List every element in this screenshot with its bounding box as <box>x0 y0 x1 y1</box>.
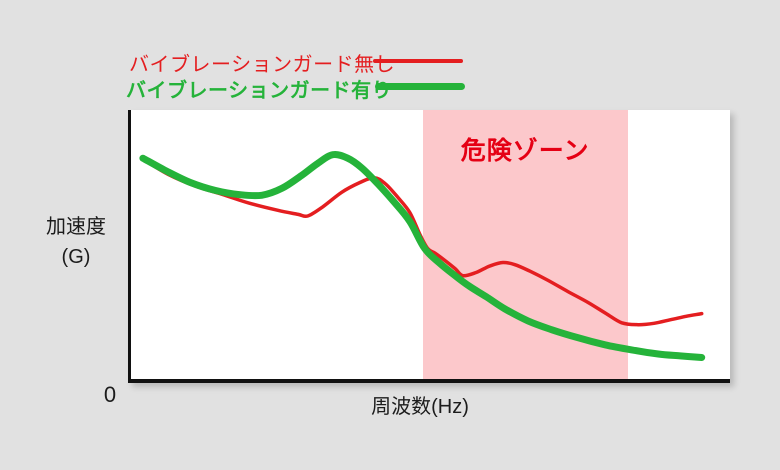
legend-label-without-guard: バイブレーションガード無し <box>129 54 396 76</box>
y-axis-label-line2: (G) <box>61 246 91 268</box>
legend-line-without-guard <box>373 59 463 63</box>
legend-label-with-guard: バイブレーションガード有り <box>126 80 393 102</box>
x-axis-label: 周波数(Hz) <box>371 396 469 418</box>
legend-line-with-guard <box>375 83 465 90</box>
y-axis-label-line1: 加速度 <box>46 216 106 238</box>
danger-zone-label: 危険ゾーン <box>460 137 590 165</box>
origin-label: 0 <box>103 382 117 407</box>
y-axis-label: 加速度 (G) <box>34 212 118 272</box>
plot-area: 危険ゾーン <box>128 110 730 383</box>
danger-zone: 危険ゾーン <box>422 110 628 379</box>
